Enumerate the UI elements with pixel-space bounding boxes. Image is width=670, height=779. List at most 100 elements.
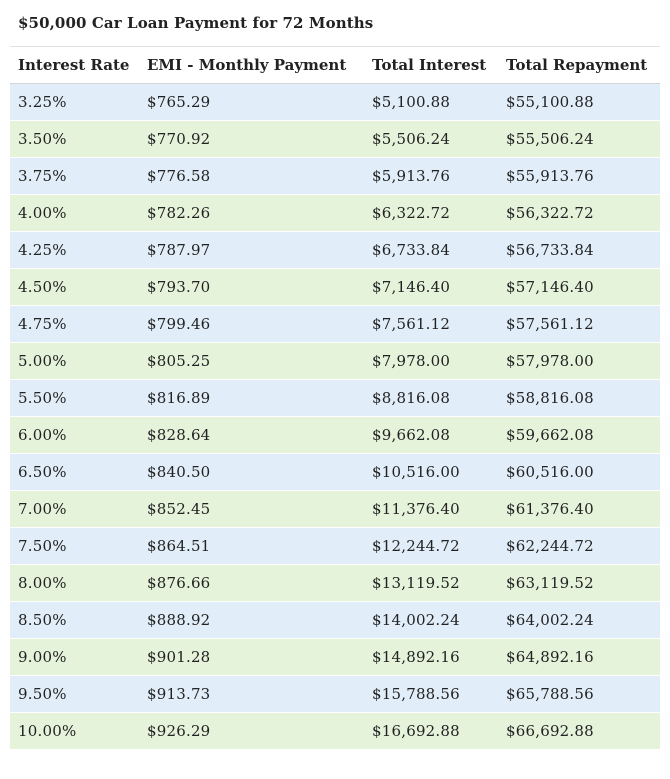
table-row: 3.75% $776.58 $5,913.76 $55,913.76	[10, 157, 660, 195]
cell-total-interest: $9,662.08	[364, 416, 498, 454]
header-interest-rate: Interest Rate	[10, 47, 139, 84]
cell-total-repayment: $57,561.12	[498, 305, 660, 343]
cell-emi: $828.64	[139, 416, 364, 454]
table-row: 8.50% $888.92 $14,002.24 $64,002.24	[10, 601, 660, 639]
cell-total-interest: $8,816.08	[364, 379, 498, 417]
cell-total-interest: $6,733.84	[364, 231, 498, 269]
table-row: 10.00% $926.29 $16,692.88 $66,692.88	[10, 712, 660, 750]
cell-emi: $840.50	[139, 453, 364, 491]
cell-total-repayment: $64,892.16	[498, 638, 660, 676]
header-row: Interest Rate EMI - Monthly Payment Tota…	[10, 47, 660, 84]
cell-total-repayment: $56,733.84	[498, 231, 660, 269]
cell-emi: $901.28	[139, 638, 364, 676]
cell-emi: $782.26	[139, 194, 364, 232]
cell-total-repayment: $66,692.88	[498, 712, 660, 750]
cell-interest-rate: 4.50%	[10, 268, 139, 306]
table-row: 6.50% $840.50 $10,516.00 $60,516.00	[10, 453, 660, 491]
cell-interest-rate: 4.00%	[10, 194, 139, 232]
table-row: 4.25% $787.97 $6,733.84 $56,733.84	[10, 231, 660, 269]
cell-emi: $852.45	[139, 490, 364, 528]
cell-emi: $787.97	[139, 231, 364, 269]
cell-interest-rate: 4.25%	[10, 231, 139, 269]
header-total-interest: Total Interest	[364, 47, 498, 84]
table-header: Interest Rate EMI - Monthly Payment Tota…	[10, 47, 660, 84]
table-row: 4.00% $782.26 $6,322.72 $56,322.72	[10, 194, 660, 232]
cell-total-interest: $14,892.16	[364, 638, 498, 676]
table-row: 5.50% $816.89 $8,816.08 $58,816.08	[10, 379, 660, 417]
cell-total-repayment: $61,376.40	[498, 490, 660, 528]
cell-interest-rate: 6.50%	[10, 453, 139, 491]
cell-interest-rate: 8.00%	[10, 564, 139, 602]
cell-total-interest: $12,244.72	[364, 527, 498, 565]
cell-total-repayment: $56,322.72	[498, 194, 660, 232]
cell-total-repayment: $65,788.56	[498, 675, 660, 713]
header-emi-monthly-payment: EMI - Monthly Payment	[139, 47, 364, 84]
cell-emi: $805.25	[139, 342, 364, 380]
cell-interest-rate: 8.50%	[10, 601, 139, 639]
table-row: 4.50% $793.70 $7,146.40 $57,146.40	[10, 268, 660, 306]
cell-total-repayment: $55,100.88	[498, 83, 660, 121]
cell-total-interest: $5,100.88	[364, 83, 498, 121]
cell-emi: $888.92	[139, 601, 364, 639]
cell-total-interest: $14,002.24	[364, 601, 498, 639]
cell-total-repayment: $60,516.00	[498, 453, 660, 491]
table-row: 6.00% $828.64 $9,662.08 $59,662.08	[10, 416, 660, 454]
table-caption: $50,000 Car Loan Payment for 72 Months	[18, 14, 374, 32]
table-row: 7.50% $864.51 $12,244.72 $62,244.72	[10, 527, 660, 565]
cell-emi: $793.70	[139, 268, 364, 306]
cell-emi: $776.58	[139, 157, 364, 195]
cell-total-interest: $7,561.12	[364, 305, 498, 343]
table-row: 4.75% $799.46 $7,561.12 $57,561.12	[10, 305, 660, 343]
table-row: 9.00% $901.28 $14,892.16 $64,892.16	[10, 638, 660, 676]
cell-interest-rate: 9.00%	[10, 638, 139, 676]
caption-divider	[10, 46, 660, 47]
table-row: 8.00% $876.66 $13,119.52 $63,119.52	[10, 564, 660, 602]
cell-emi: $864.51	[139, 527, 364, 565]
cell-interest-rate: 9.50%	[10, 675, 139, 713]
cell-total-interest: $11,376.40	[364, 490, 498, 528]
cell-interest-rate: 5.00%	[10, 342, 139, 380]
cell-interest-rate: 3.75%	[10, 157, 139, 195]
cell-total-interest: $7,978.00	[364, 342, 498, 380]
cell-total-repayment: $55,913.76	[498, 157, 660, 195]
cell-interest-rate: 7.00%	[10, 490, 139, 528]
cell-interest-rate: 7.50%	[10, 527, 139, 565]
cell-total-interest: $10,516.00	[364, 453, 498, 491]
cell-total-repayment: $57,978.00	[498, 342, 660, 380]
cell-emi: $913.73	[139, 675, 364, 713]
cell-interest-rate: 5.50%	[10, 379, 139, 417]
header-total-repayment: Total Repayment	[498, 47, 660, 84]
table-row: 9.50% $913.73 $15,788.56 $65,788.56	[10, 675, 660, 713]
cell-interest-rate: 4.75%	[10, 305, 139, 343]
cell-emi: $816.89	[139, 379, 364, 417]
cell-total-repayment: $58,816.08	[498, 379, 660, 417]
cell-total-interest: $7,146.40	[364, 268, 498, 306]
table-row: 7.00% $852.45 $11,376.40 $61,376.40	[10, 490, 660, 528]
cell-total-interest: $5,913.76	[364, 157, 498, 195]
cell-emi: $926.29	[139, 712, 364, 750]
cell-interest-rate: 3.25%	[10, 83, 139, 121]
cell-interest-rate: 6.00%	[10, 416, 139, 454]
cell-total-repayment: $55,506.24	[498, 120, 660, 158]
cell-total-repayment: $57,146.40	[498, 268, 660, 306]
cell-interest-rate: 10.00%	[10, 712, 139, 750]
cell-total-interest: $15,788.56	[364, 675, 498, 713]
table-row: 5.00% $805.25 $7,978.00 $57,978.00	[10, 342, 660, 380]
cell-emi: $876.66	[139, 564, 364, 602]
cell-total-repayment: $62,244.72	[498, 527, 660, 565]
table-body: 3.25% $765.29 $5,100.88 $55,100.88 3.50% $770…	[10, 83, 660, 750]
table-row: 3.25% $765.29 $5,100.88 $55,100.88	[10, 83, 660, 121]
cell-interest-rate: 3.50%	[10, 120, 139, 158]
cell-total-repayment: $63,119.52	[498, 564, 660, 602]
cell-total-repayment: $64,002.24	[498, 601, 660, 639]
cell-emi: $770.92	[139, 120, 364, 158]
cell-total-repayment: $59,662.08	[498, 416, 660, 454]
table-row: 3.50% $770.92 $5,506.24 $55,506.24	[10, 120, 660, 158]
cell-total-interest: $16,692.88	[364, 712, 498, 750]
cell-total-interest: $6,322.72	[364, 194, 498, 232]
cell-emi: $765.29	[139, 83, 364, 121]
cell-total-interest: $13,119.52	[364, 564, 498, 602]
cell-total-interest: $5,506.24	[364, 120, 498, 158]
cell-emi: $799.46	[139, 305, 364, 343]
